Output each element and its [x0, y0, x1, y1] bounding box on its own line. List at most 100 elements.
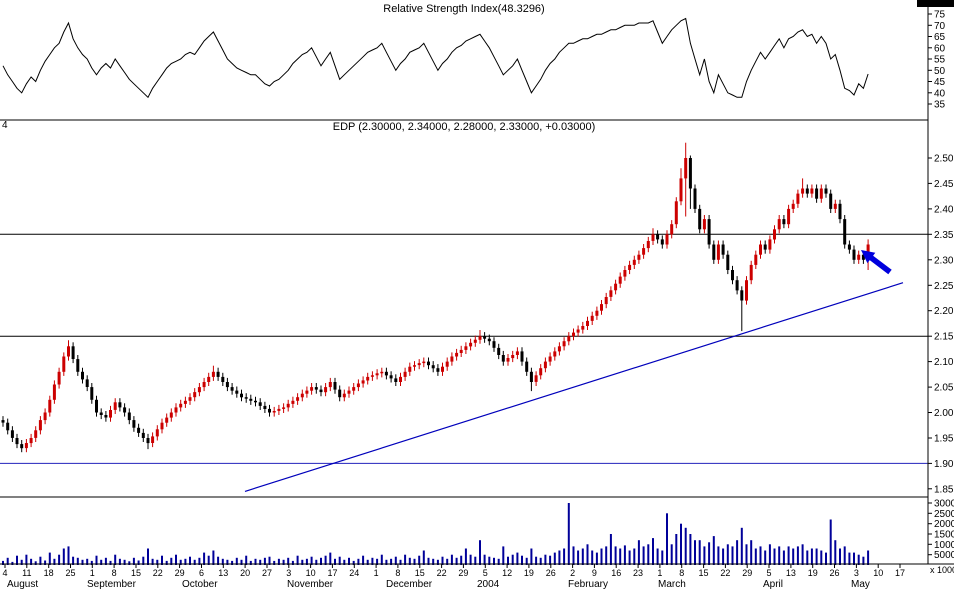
volume-bar	[291, 560, 294, 565]
volume-bar	[231, 560, 234, 565]
candle-body	[684, 158, 688, 179]
volume-bar	[76, 557, 79, 565]
candle-body	[183, 400, 187, 404]
candle-body	[202, 382, 206, 388]
volume-bar	[441, 556, 444, 565]
candle-body	[632, 259, 636, 265]
annotation-arrow[interactable]	[861, 250, 892, 275]
week-label: 29	[742, 568, 752, 578]
week-label: 25	[65, 568, 75, 578]
volume-bar	[240, 559, 243, 565]
volume-bar	[249, 560, 252, 565]
candle-body	[244, 397, 248, 399]
price-axis-label: 2.20	[934, 306, 954, 317]
candle-body	[707, 219, 711, 245]
volume-bar	[376, 558, 379, 565]
candle-body	[20, 444, 24, 449]
candle-body	[113, 402, 117, 410]
candle-body	[567, 336, 571, 342]
candle-body	[29, 438, 33, 444]
price-axis-label: 2.50	[934, 154, 954, 165]
week-label: 24	[349, 568, 359, 578]
candle-body	[824, 188, 828, 194]
volume-bar	[815, 548, 818, 565]
volume-bar	[605, 546, 608, 565]
week-label: 22	[153, 568, 163, 578]
candle-body	[62, 356, 66, 372]
candle-body	[403, 371, 407, 377]
candle-body	[109, 410, 112, 418]
candle-body	[782, 219, 786, 225]
volume-bar	[525, 557, 528, 565]
volume-bar	[539, 557, 542, 565]
volume-bar	[829, 519, 832, 565]
candle-body	[787, 208, 791, 225]
candle-body	[796, 193, 800, 204]
candle-body	[618, 276, 622, 284]
volume-bar	[652, 538, 654, 565]
month-label: April	[763, 579, 783, 589]
volume-bar	[357, 558, 360, 565]
volume-bar	[226, 559, 229, 565]
week-label: 26	[830, 568, 840, 578]
volume-bar	[329, 552, 332, 565]
candle-body	[749, 264, 753, 281]
candle-body	[534, 375, 538, 382]
candle-body	[731, 270, 734, 281]
trendline[interactable]	[244, 282, 904, 492]
volume-bar	[553, 552, 556, 565]
volume-bar	[609, 534, 612, 565]
volume-bar	[310, 556, 313, 565]
volume-bar	[198, 557, 201, 565]
candle-body	[548, 356, 552, 362]
volume-bar	[825, 552, 827, 565]
candle-body	[174, 407, 178, 413]
volume-bar	[123, 559, 126, 565]
candle-body	[483, 336, 487, 339]
volume-bar	[810, 548, 813, 565]
volume-bar	[731, 546, 734, 565]
volume-bar	[296, 555, 299, 565]
volume-bar	[768, 544, 771, 565]
volume-bar	[44, 560, 47, 565]
candle-body	[843, 219, 847, 245]
volume-bar	[320, 557, 322, 565]
candle-body	[768, 239, 772, 250]
candle-body	[366, 376, 370, 381]
volume-bar	[343, 559, 346, 565]
candle-body	[651, 234, 655, 241]
candle-body	[543, 361, 547, 369]
week-label: 11	[22, 568, 31, 578]
volume-bar	[577, 550, 580, 565]
volume-bar	[493, 557, 495, 565]
candle-body	[515, 351, 519, 355]
candle-body	[688, 158, 692, 189]
candle-body	[557, 346, 561, 352]
candle-body	[623, 270, 627, 277]
candle-body	[342, 393, 346, 398]
volume-bar	[469, 554, 472, 565]
volume-bar	[100, 559, 103, 565]
candle-body	[338, 389, 342, 398]
candle-body	[67, 346, 70, 357]
candle-body	[861, 254, 865, 260]
volume-bar	[245, 555, 248, 565]
volume-bar	[422, 550, 425, 565]
candle-body	[132, 420, 136, 428]
volume-bar	[642, 546, 645, 565]
candle-body	[319, 389, 323, 393]
volume-bar	[450, 554, 453, 565]
volume-bar	[806, 550, 809, 565]
volume-bar	[796, 546, 799, 565]
month-label: February	[568, 579, 608, 589]
candle-body	[679, 178, 683, 202]
candle-body	[146, 438, 150, 444]
candle-body	[151, 436, 155, 443]
volume-bar	[656, 548, 659, 565]
volume-bar	[549, 555, 552, 565]
volume-bar	[268, 556, 271, 565]
volume-bar	[689, 534, 692, 565]
rsi-axis-label: 60	[934, 43, 946, 54]
volume-bar	[497, 558, 500, 565]
